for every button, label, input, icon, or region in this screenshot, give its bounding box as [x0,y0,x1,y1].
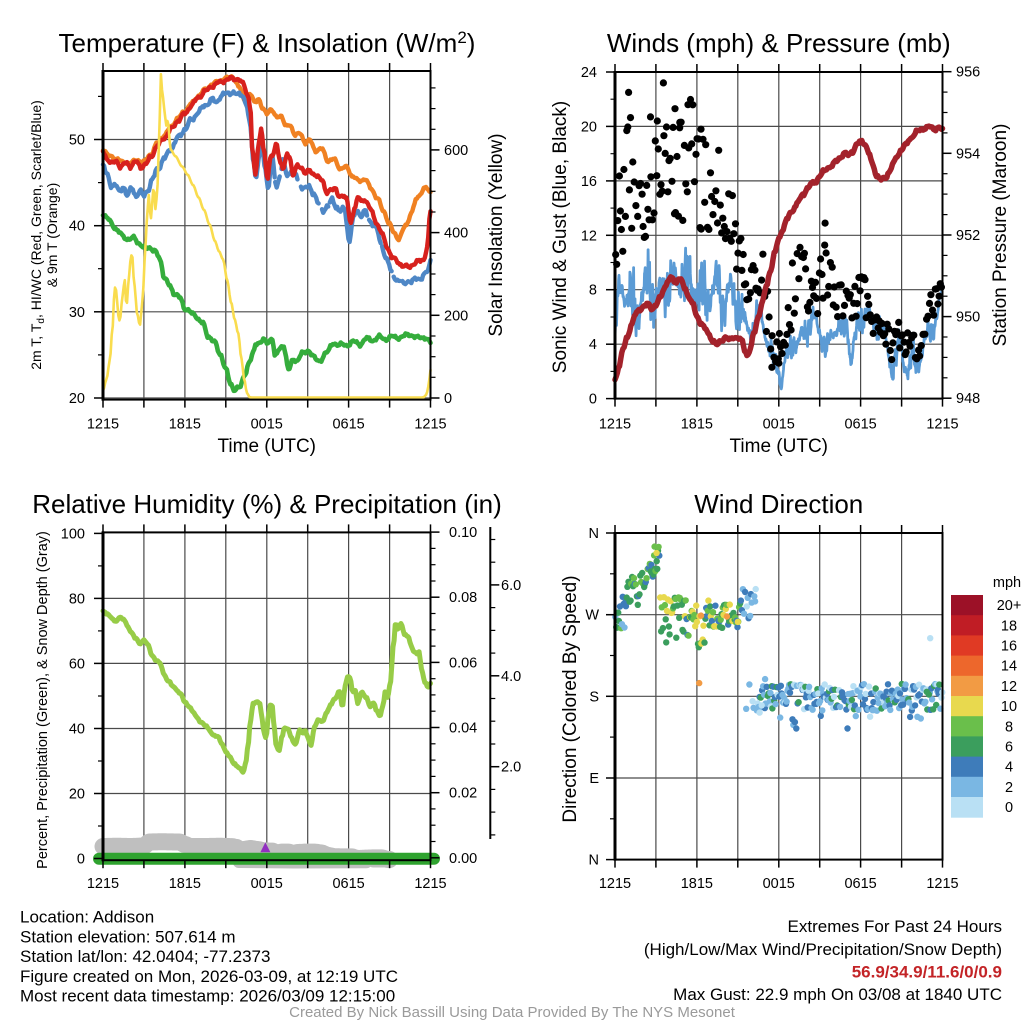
svg-text:2m T, Td, HI/WC (Red, Green, S: 2m T, Td, HI/WC (Red, Green, Scarlet/Blu… [28,100,47,370]
svg-text:6: 6 [1005,740,1013,756]
svg-text:30: 30 [69,305,85,321]
svg-text:0615: 0615 [844,417,876,433]
svg-text:Figure created on Mon, 2026-03: Figure created on Mon, 2026-03-09, at 12… [20,967,398,986]
svg-text:20: 20 [581,119,597,135]
svg-text:0615: 0615 [332,417,364,433]
svg-text:20: 20 [69,786,85,802]
svg-text:0: 0 [589,392,597,408]
svg-text:10: 10 [1001,699,1017,715]
svg-text:0.06: 0.06 [449,655,477,671]
svg-text:24: 24 [581,65,597,81]
svg-text:956: 956 [956,65,980,81]
svg-text:8: 8 [589,283,597,299]
svg-text:0015: 0015 [763,876,795,892]
svg-text:0.02: 0.02 [449,786,477,802]
svg-text:E: E [589,771,599,787]
svg-text:0015: 0015 [763,417,795,433]
svg-text:Station elevation: 507.614 m: Station elevation: 507.614 m [20,927,235,946]
svg-text:600: 600 [444,143,468,159]
svg-text:0.08: 0.08 [449,590,477,606]
svg-text:60: 60 [69,656,85,672]
svg-text:1215: 1215 [599,417,631,433]
svg-text:N: N [589,526,599,542]
svg-text:Temperature (F) & Insolation (: Temperature (F) & Insolation (W/m2) [59,28,476,58]
svg-text:0.04: 0.04 [449,721,477,737]
svg-text:0: 0 [77,852,85,868]
svg-text:0: 0 [444,391,452,407]
svg-text:4.0: 4.0 [501,669,521,685]
svg-text:20: 20 [69,391,85,407]
svg-text:14: 14 [1001,659,1017,675]
svg-text:4: 4 [589,337,597,353]
svg-text:Time (UTC): Time (UTC) [730,436,829,457]
svg-text:Percent, Precipitation (Green): Percent, Precipitation (Green), & Snow D… [35,531,51,869]
svg-text:mph: mph [993,575,1021,591]
svg-text:40: 40 [69,219,85,235]
svg-text:1215: 1215 [87,876,119,892]
svg-text:16: 16 [581,174,597,190]
svg-text:& 9m T (Orange): & 9m T (Orange) [44,183,60,288]
svg-text:0615: 0615 [332,876,364,892]
svg-text:1815: 1815 [681,417,713,433]
svg-text:56.9/34.9/11.6/0/0.9: 56.9/34.9/11.6/0/0.9 [852,963,1002,982]
svg-text:S: S [589,689,599,705]
svg-text:Created By Nick Bassill Using: Created By Nick Bassill Using Data Provi… [289,1004,736,1021]
svg-text:12: 12 [1001,679,1017,695]
svg-text:0015: 0015 [251,876,283,892]
svg-text:0: 0 [1005,800,1013,816]
svg-text:400: 400 [444,226,468,242]
svg-text:Wind Direction: Wind Direction [694,489,863,519]
svg-text:80: 80 [69,591,85,607]
svg-text:Time (UTC): Time (UTC) [218,436,317,457]
svg-text:1215: 1215 [926,876,958,892]
svg-text:950: 950 [956,310,980,326]
svg-text:0015: 0015 [251,417,283,433]
svg-text:Relative Humidity (%) & Precip: Relative Humidity (%) & Precipitation (i… [32,489,502,519]
svg-text:6.0: 6.0 [501,578,521,594]
svg-text:16: 16 [1001,639,1017,655]
svg-text:Extremes For Past 24 Hours: Extremes For Past 24 Hours [788,917,1002,936]
svg-text:(High/Low/Max Wind/Precipitati: (High/Low/Max Wind/Precipitation/Snow De… [644,940,1002,959]
svg-text:954: 954 [956,146,980,162]
svg-text:Solar Insolation (Yellow): Solar Insolation (Yellow) [486,133,507,336]
svg-text:0.00: 0.00 [449,851,477,867]
svg-text:2: 2 [1005,780,1013,796]
svg-text:1815: 1815 [681,876,713,892]
svg-text:50: 50 [69,132,85,148]
svg-text:4: 4 [1005,760,1013,776]
svg-text:Station lat/lon: 42.0404; -77.: Station lat/lon: 42.0404; -77.2373 [20,947,270,966]
svg-text:Max Gust: 22.9 mph On 03/08 at: Max Gust: 22.9 mph On 03/08 at 1840 UTC [673,985,1002,1004]
svg-text:Sonic Wind & Gust (Blue, Black: Sonic Wind & Gust (Blue, Black) [550,101,571,373]
svg-text:N: N [589,853,599,869]
svg-text:W: W [585,608,599,624]
svg-text:1215: 1215 [599,876,631,892]
svg-text:0615: 0615 [844,876,876,892]
svg-text:1215: 1215 [926,417,958,433]
svg-text:100: 100 [61,526,85,542]
svg-text:952: 952 [956,228,980,244]
svg-text:1815: 1815 [169,417,201,433]
svg-text:1215: 1215 [87,417,119,433]
svg-text:Most recent data timestamp: 20: Most recent data timestamp: 2026/03/09 1… [20,987,395,1006]
svg-text:40: 40 [69,721,85,737]
svg-text:1215: 1215 [414,417,446,433]
svg-text:20+: 20+ [997,598,1022,614]
svg-text:Winds (mph) & Pressure (mb): Winds (mph) & Pressure (mb) [607,28,951,58]
svg-text:Station Pressure (Maroon): Station Pressure (Maroon) [990,124,1011,347]
svg-text:2.0: 2.0 [501,760,521,776]
svg-text:0.10: 0.10 [449,525,477,541]
svg-text:1815: 1815 [169,876,201,892]
svg-text:1215: 1215 [414,876,446,892]
svg-text:Location: Addison: Location: Addison [20,908,154,927]
svg-text:200: 200 [444,308,468,324]
svg-text:8: 8 [1005,719,1013,735]
svg-text:948: 948 [956,391,980,407]
svg-text:12: 12 [581,228,597,244]
svg-text:18: 18 [1001,618,1017,634]
svg-text:Direction (Colored By Speed): Direction (Colored By Speed) [560,575,581,822]
